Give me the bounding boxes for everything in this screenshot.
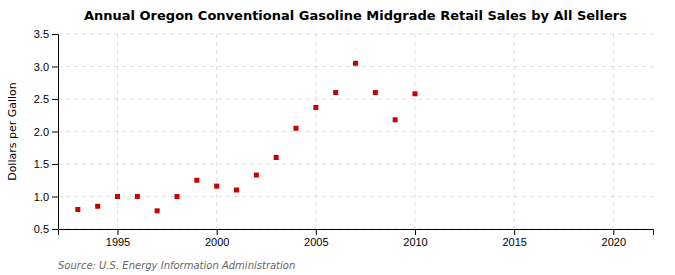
point — [175, 194, 180, 199]
point — [155, 208, 160, 213]
tick-mark — [52, 99, 58, 100]
grid-line-y — [58, 34, 653, 35]
grid — [58, 34, 653, 229]
tick-label: 2015 — [502, 236, 526, 248]
y-axis-title: Dollars per Gallon — [6, 82, 19, 181]
tick-label: 3.0 — [34, 61, 49, 73]
point — [413, 91, 418, 96]
tick-label: 2000 — [205, 236, 229, 248]
point — [294, 126, 299, 131]
marks — [75, 61, 417, 214]
tick: 2020 — [602, 229, 626, 248]
point — [254, 173, 259, 178]
tick-label: 3.5 — [34, 28, 49, 40]
tick-mark — [118, 229, 119, 235]
point — [75, 207, 80, 212]
tick-label: 2.0 — [34, 126, 49, 138]
tick: 1995 — [106, 229, 130, 248]
point — [135, 194, 140, 199]
tick-mark — [52, 229, 58, 230]
chart: 1995 2000 2005 2010 2015 2020 0.5 1.0 1.5 2.0 2.5 3… — [0, 0, 675, 275]
tick-mark — [52, 197, 58, 198]
tick: 2005 — [304, 229, 328, 248]
point — [95, 204, 100, 209]
tick-label: 1995 — [106, 236, 130, 248]
tick-label: 2005 — [304, 236, 328, 248]
tick: 1.5 — [34, 158, 58, 170]
tick-mark — [415, 229, 416, 235]
grid-line-x — [415, 34, 416, 229]
tick-mark — [316, 229, 317, 235]
tick-label: 0.5 — [34, 223, 49, 235]
tick-mark — [52, 164, 58, 165]
tick-mark — [52, 34, 58, 35]
tick: 3.0 — [34, 61, 58, 73]
point — [333, 90, 338, 95]
axis-line — [59, 230, 654, 236]
tick: 3.5 — [34, 28, 58, 40]
tick: 2.5 — [34, 93, 58, 105]
point — [274, 155, 279, 160]
tick: 2000 — [205, 229, 229, 248]
tick-mark — [52, 67, 58, 68]
tick: 1.0 — [34, 191, 58, 203]
point — [234, 188, 239, 193]
grid-line-y — [58, 131, 653, 132]
title: Annual Oregon Conventional Gasoline Midg… — [84, 8, 627, 23]
point — [393, 117, 398, 122]
point — [194, 178, 199, 183]
tick-mark — [52, 132, 58, 133]
tick: 0.5 — [34, 223, 58, 235]
tick: 2.0 — [34, 126, 58, 138]
point — [353, 61, 358, 66]
grid-line-y — [58, 66, 653, 67]
tick-label: 2010 — [403, 236, 427, 248]
tick-label: 1.0 — [34, 191, 49, 203]
tick: 2015 — [502, 229, 526, 248]
point — [214, 184, 219, 189]
point — [373, 90, 378, 95]
tick-mark — [514, 229, 515, 235]
point — [313, 105, 318, 110]
axis-line — [52, 35, 59, 230]
point — [115, 194, 120, 199]
tick-mark — [217, 229, 218, 235]
tick-label: 2.5 — [34, 93, 49, 105]
tick-mark — [613, 229, 614, 235]
tick: 2010 — [403, 229, 427, 248]
grid-line-y — [58, 196, 653, 197]
y-axis: 0.5 1.0 1.5 2.0 2.5 3.0 3.5 — [34, 28, 59, 235]
grid-line-x — [216, 34, 217, 229]
grid-line-y — [58, 164, 653, 165]
grid-line-y — [58, 99, 653, 100]
source: Source: U.S. Energy Information Administ… — [58, 260, 295, 271]
tick-label: 2020 — [602, 236, 626, 248]
plot: 1995 2000 2005 2010 2015 2020 0.5 1.0 1.5 2.0 2.5 3… — [34, 28, 654, 248]
x-axis: 1995 2000 2005 2010 2015 2020 — [59, 229, 654, 248]
tick-label: 1.5 — [34, 158, 49, 170]
